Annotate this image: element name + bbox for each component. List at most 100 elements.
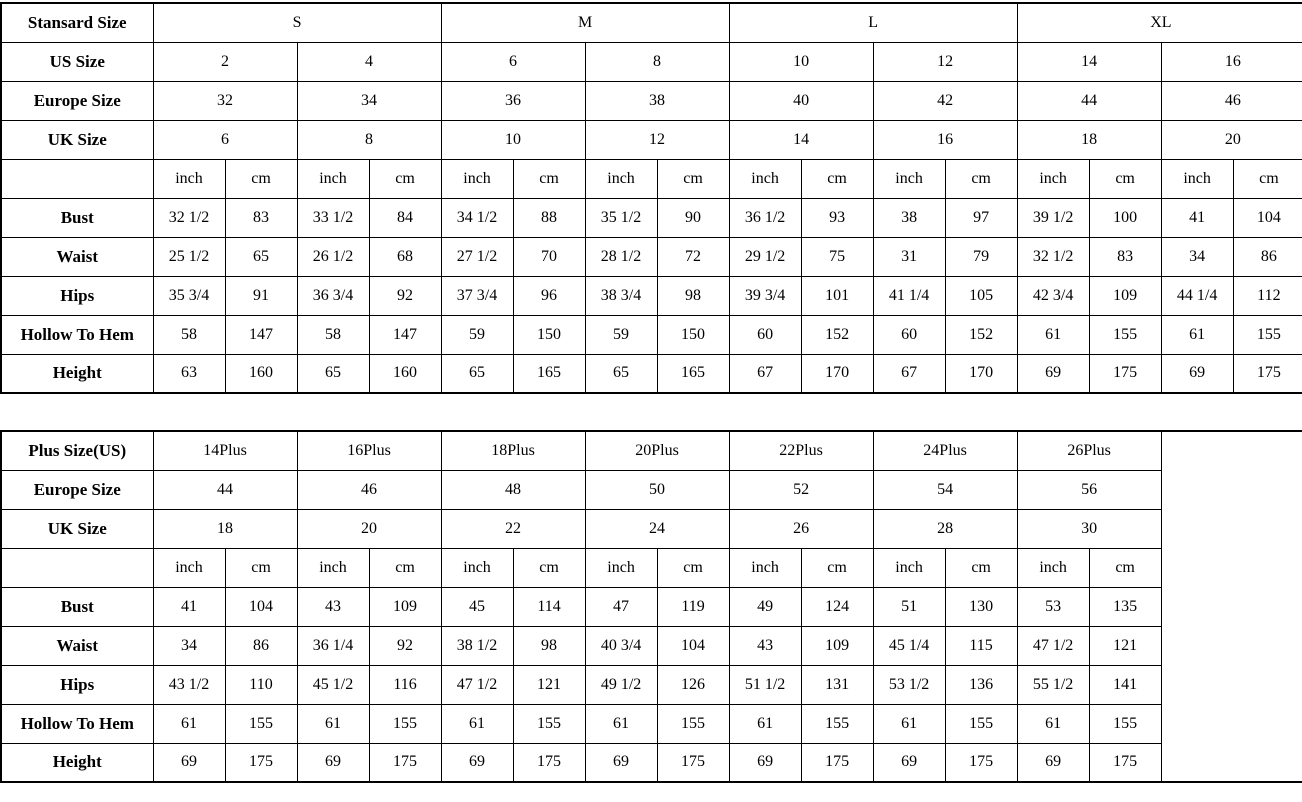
measurement-cell: 36 3/4 [296, 275, 370, 316]
measurement-cell: 61 [1016, 703, 1090, 744]
measurement-cell: 150 [656, 314, 730, 355]
standard-size-table: Stansard Size S M L XL US Size 2 4 6 8 10 12 14 16… [0, 2, 1302, 394]
unit-cell: inch [296, 158, 370, 199]
measurement-cell: 75 [800, 236, 874, 277]
table-row-waist: Waist 25 1/2 65 26 1/2 68 27 1/2 70 28 1/2 72 29… [0, 236, 1302, 277]
row-label-empty [0, 158, 154, 199]
measurement-cell: 61 [728, 703, 802, 744]
measurement-cell: 70 [512, 236, 586, 277]
measurement-cell: 84 [368, 197, 442, 238]
europe-size-cell: 52 [728, 469, 874, 510]
uk-size-cell: 16 [872, 119, 1018, 160]
table-row-hips: Hips 43 1/2 110 45 1/2 116 47 1/2 121 49 1/2 12… [0, 664, 1302, 705]
measurement-cell: 39 3/4 [728, 275, 802, 316]
measurement-cell: 47 [584, 586, 658, 627]
uk-size-cell: 20 [296, 508, 442, 549]
unit-cell: cm [656, 158, 730, 199]
us-size-cell: 4 [296, 41, 442, 82]
measurement-cell: 86 [1232, 236, 1302, 277]
measurement-cell: 65 [440, 353, 514, 394]
table-row-height: Height 69 175 69 175 69 175 69 175 69 175 69 175 69 1… [0, 742, 1302, 783]
measurement-cell: 69 [1016, 742, 1090, 783]
empty-region-cell [1160, 430, 1302, 783]
measurement-cell: 110 [224, 664, 298, 705]
table-row-units: inch cm inch cm inch cm inch cm inch cm inch cm inch… [0, 158, 1302, 199]
row-label: Europe Size [0, 80, 154, 121]
measurement-cell: 170 [944, 353, 1018, 394]
measurement-cell: 98 [512, 625, 586, 666]
measurement-cell: 47 1/2 [440, 664, 514, 705]
measurement-cell: 35 1/2 [584, 197, 658, 238]
measurement-cell: 55 1/2 [1016, 664, 1090, 705]
measurement-cell: 38 [872, 197, 946, 238]
measurement-cell: 97 [944, 197, 1018, 238]
uk-size-cell: 12 [584, 119, 730, 160]
measurement-cell: 130 [944, 586, 1018, 627]
row-label: Stansard Size [0, 2, 154, 43]
europe-size-cell: 40 [728, 80, 874, 121]
measurement-cell: 155 [512, 703, 586, 744]
us-size-cell: 10 [728, 41, 874, 82]
measurement-cell: 136 [944, 664, 1018, 705]
measurement-cell: 114 [512, 586, 586, 627]
measurement-cell: 61 [584, 703, 658, 744]
unit-cell: inch [728, 158, 802, 199]
unit-cell: cm [224, 158, 298, 199]
uk-size-cell: 22 [440, 508, 586, 549]
measurement-cell: 47 1/2 [1016, 625, 1090, 666]
row-label: Waist [0, 625, 154, 666]
unit-cell: inch [1016, 158, 1090, 199]
europe-size-cell: 48 [440, 469, 586, 510]
measurement-cell: 96 [512, 275, 586, 316]
plus-size-cell: 18Plus [440, 430, 586, 471]
size-chart-page: Stansard Size S M L XL US Size 2 4 6 8 10 12 14 16… [0, 2, 1302, 783]
measurement-cell: 34 [1160, 236, 1234, 277]
unit-cell: cm [512, 547, 586, 588]
table-row-us-size: US Size 2 4 6 8 10 12 14 16 [0, 41, 1302, 82]
measurement-cell: 92 [368, 625, 442, 666]
europe-size-cell: 44 [152, 469, 298, 510]
measurement-cell: 31 [872, 236, 946, 277]
table-row-height: Height 63 160 65 160 65 165 65 165 67 170 67 170 69 1… [0, 353, 1302, 394]
table-row-standard-size: Stansard Size S M L XL [0, 2, 1302, 43]
measurement-cell: 121 [512, 664, 586, 705]
measurement-cell: 175 [800, 742, 874, 783]
measurement-cell: 155 [368, 703, 442, 744]
uk-size-cell: 8 [296, 119, 442, 160]
unit-cell: inch [440, 547, 514, 588]
unit-cell: inch [152, 158, 226, 199]
unit-cell: cm [224, 547, 298, 588]
measurement-cell: 25 1/2 [152, 236, 226, 277]
row-label: US Size [0, 41, 154, 82]
plus-size-cell: 22Plus [728, 430, 874, 471]
measurement-cell: 38 1/2 [440, 625, 514, 666]
measurement-cell: 175 [1232, 353, 1302, 394]
measurement-cell: 152 [800, 314, 874, 355]
measurement-cell: 69 [152, 742, 226, 783]
measurement-cell: 150 [512, 314, 586, 355]
row-label: Hips [0, 275, 154, 316]
measurement-cell: 135 [1088, 586, 1162, 627]
row-label: Europe Size [0, 469, 154, 510]
measurement-cell: 86 [224, 625, 298, 666]
unit-cell: cm [1088, 547, 1162, 588]
measurement-cell: 155 [224, 703, 298, 744]
measurement-cell: 69 [584, 742, 658, 783]
measurement-cell: 67 [872, 353, 946, 394]
measurement-cell: 58 [296, 314, 370, 355]
measurement-cell: 170 [800, 353, 874, 394]
measurement-cell: 104 [656, 625, 730, 666]
measurement-cell: 175 [224, 742, 298, 783]
measurement-cell: 36 1/4 [296, 625, 370, 666]
uk-size-cell: 10 [440, 119, 586, 160]
measurement-cell: 175 [1088, 742, 1162, 783]
unit-cell: cm [1232, 158, 1302, 199]
measurement-cell: 100 [1088, 197, 1162, 238]
row-label: Height [0, 353, 154, 394]
measurement-cell: 38 3/4 [584, 275, 658, 316]
measurement-cell: 32 1/2 [152, 197, 226, 238]
measurement-cell: 175 [512, 742, 586, 783]
measurement-cell: 93 [800, 197, 874, 238]
unit-cell: cm [944, 547, 1018, 588]
unit-cell: cm [512, 158, 586, 199]
